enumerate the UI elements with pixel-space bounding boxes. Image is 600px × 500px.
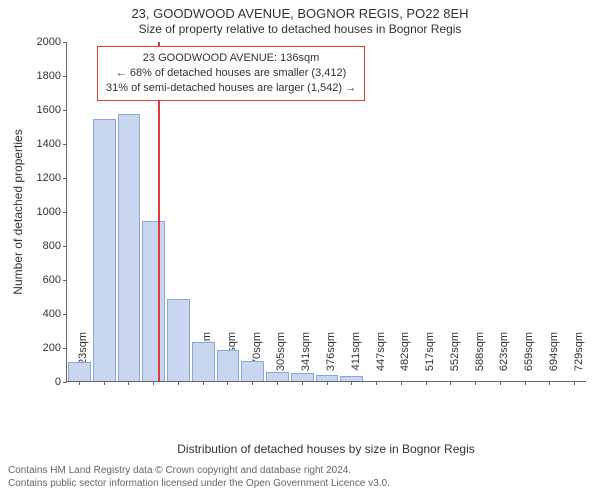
histogram-bar	[192, 342, 215, 381]
chart-container: 23, GOODWOOD AVENUE, BOGNOR REGIS, PO22 …	[0, 0, 600, 500]
annotation-line-3: 31% of semi-detached houses are larger (…	[106, 81, 356, 96]
histogram-bar	[167, 299, 190, 381]
x-tick-label: 694sqm	[548, 332, 560, 387]
histogram-bar	[316, 375, 339, 381]
footer-attribution: Contains HM Land Registry data © Crown c…	[8, 464, 390, 490]
x-tick-label: 729sqm	[573, 332, 585, 387]
y-tick-label: 200	[43, 342, 67, 354]
y-tick-label: 400	[43, 308, 67, 320]
footer-line-1: Contains HM Land Registry data © Crown c…	[8, 464, 390, 477]
annotation-line-2: ← 68% of detached houses are smaller (3,…	[106, 66, 356, 81]
x-tick-label: 447sqm	[375, 332, 387, 387]
x-tick-label: 517sqm	[424, 332, 436, 387]
y-tick-label: 2000	[37, 36, 67, 48]
plot-area: 020040060080010001200140016001800200023s…	[66, 42, 586, 382]
annotation-line-1: 23 GOODWOOD AVENUE: 136sqm	[106, 51, 356, 66]
x-tick-label: 482sqm	[399, 332, 411, 387]
histogram-bar	[241, 361, 264, 381]
y-tick-label: 1400	[37, 138, 67, 150]
histogram-bar	[118, 114, 141, 381]
x-axis-label: Distribution of detached houses by size …	[66, 442, 586, 456]
histogram-bar	[266, 372, 289, 381]
histogram-bar	[68, 362, 91, 381]
y-tick-label: 1800	[37, 70, 67, 82]
histogram-bar	[93, 119, 116, 381]
y-tick-label: 0	[55, 376, 67, 388]
histogram-bar	[291, 373, 314, 382]
y-tick-label: 1600	[37, 104, 67, 116]
y-tick-label: 800	[43, 240, 67, 252]
chart-subtitle: Size of property relative to detached ho…	[0, 22, 600, 36]
y-tick-label: 1000	[37, 206, 67, 218]
histogram-bar	[217, 350, 240, 381]
x-tick-label: 552sqm	[449, 332, 461, 387]
chart-title: 23, GOODWOOD AVENUE, BOGNOR REGIS, PO22 …	[0, 6, 600, 21]
x-tick-label: 623sqm	[498, 332, 510, 387]
y-tick-label: 1200	[37, 172, 67, 184]
histogram-bar	[142, 221, 165, 381]
y-tick-label: 600	[43, 274, 67, 286]
x-tick-label: 659sqm	[523, 332, 535, 387]
y-axis-label: Number of detached properties	[11, 129, 25, 294]
histogram-bar	[340, 376, 363, 381]
annotation-box: 23 GOODWOOD AVENUE: 136sqm← 68% of detac…	[97, 46, 365, 101]
x-tick-label: 588sqm	[474, 332, 486, 387]
footer-line-2: Contains public sector information licen…	[8, 477, 390, 490]
